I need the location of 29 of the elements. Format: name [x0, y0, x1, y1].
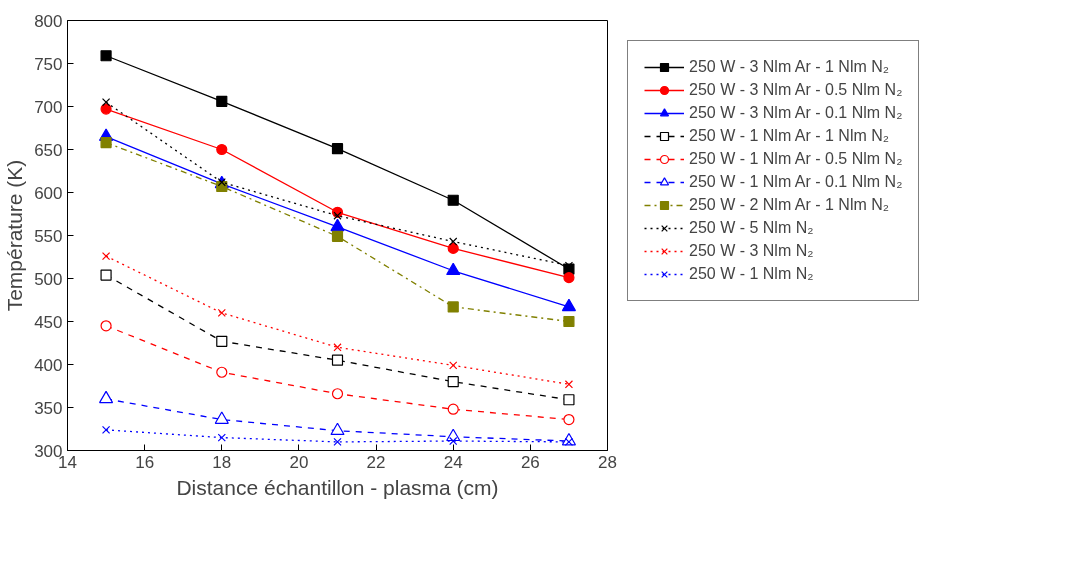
x-tick-label: 18 — [212, 452, 232, 472]
x-tick-label: 24 — [443, 452, 463, 472]
legend-label: 250 W - 1 Nlm Ar - 0.5 Nlm N₂ — [689, 150, 903, 168]
y-axis-title: Température (K) — [3, 159, 27, 312]
legend-label: 250 W - 2 Nlm Ar - 1 Nlm N₂ — [689, 196, 890, 214]
x-axis-title: Distance échantillon - plasma (cm) — [176, 475, 499, 499]
legend-label: 250 W - 1 Nlm Ar - 1 Nlm N₂ — [689, 127, 890, 145]
legend-label: 250 W - 3 Nlm Ar - 1 Nlm N₂ — [689, 58, 890, 76]
y-tick-label: 350 — [34, 398, 63, 418]
y-tick-label: 400 — [34, 355, 63, 375]
y-tick-label: 600 — [34, 183, 63, 203]
y-tick-label: 500 — [34, 269, 63, 289]
x-tick-label: 26 — [520, 452, 540, 472]
x-tick-label: 22 — [366, 452, 386, 472]
y-tick-label: 450 — [34, 312, 63, 332]
y-tick-label: 550 — [34, 226, 63, 246]
legend-label: 250 W - 3 Nlm Ar - 0.5 Nlm N₂ — [689, 81, 903, 99]
y-tick-label: 700 — [34, 97, 63, 117]
y-tick-label: 650 — [34, 140, 63, 160]
x-tick-label: 28 — [598, 452, 617, 472]
y-tick-label: 800 — [34, 11, 63, 31]
legend-label: 250 W - 5 Nlm N₂ — [689, 219, 814, 237]
legend-label: 250 W - 3 Nlm Ar - 0.1 Nlm N₂ — [689, 104, 903, 122]
legend-label: 250 W - 1 Nlm Ar - 0.1 Nlm N₂ — [689, 173, 903, 191]
legend-label: 250 W - 3 Nlm N₂ — [689, 242, 814, 260]
x-tick-label: 16 — [135, 452, 155, 472]
legend-label: 250 W - 1 Nlm N₂ — [689, 265, 814, 283]
x-tick-label: 20 — [289, 452, 309, 472]
y-tick-label: 750 — [34, 54, 63, 74]
